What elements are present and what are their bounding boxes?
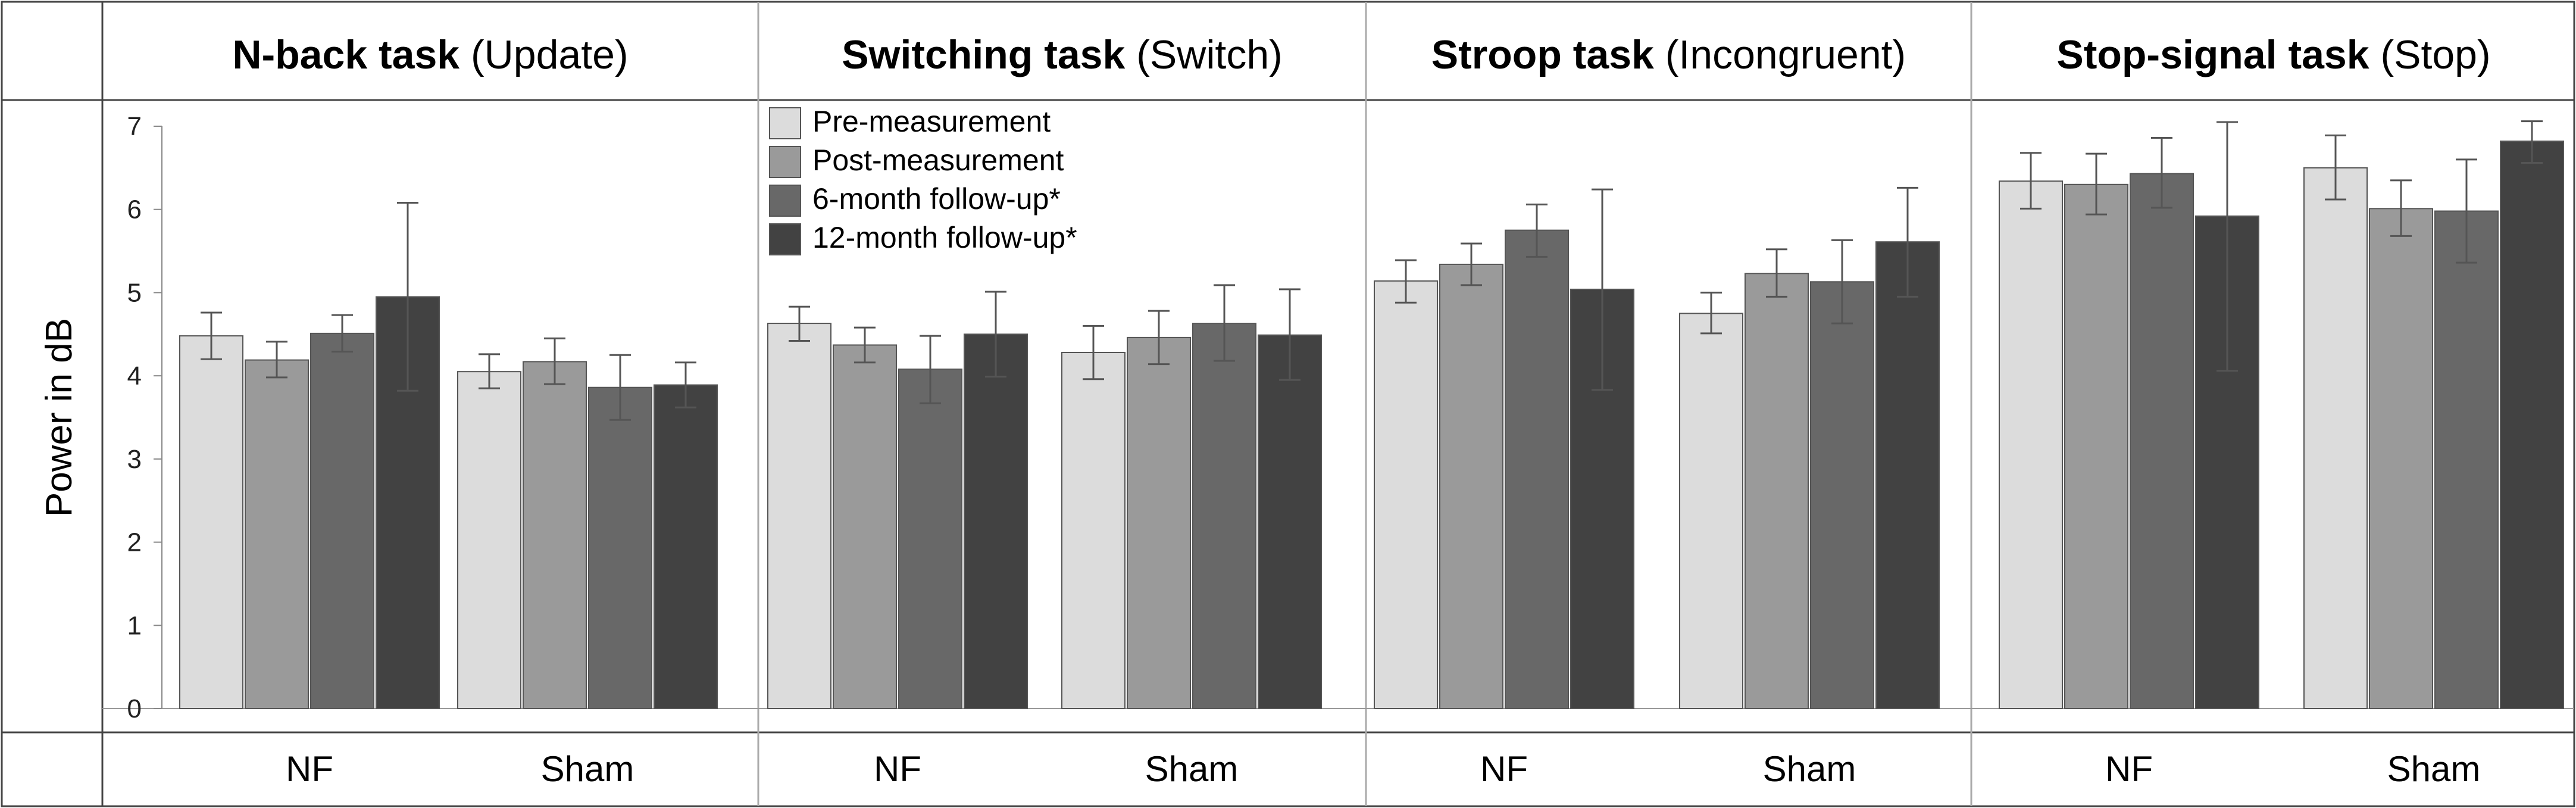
legend-swatch <box>769 223 801 255</box>
panel-title: Switching task (Switch) <box>842 32 1283 77</box>
group-label-nf: NF <box>1480 749 1528 789</box>
bars <box>179 120 2564 710</box>
bar-nf-series-2 <box>833 344 897 709</box>
group-label-nf: NF <box>2105 749 2153 789</box>
bar-sham-series-2 <box>2369 208 2433 709</box>
bar-sham-series-3 <box>588 386 652 709</box>
bar-sham-series-4 <box>2500 141 2564 710</box>
y-tick-label: 2 <box>127 528 142 557</box>
bar-sham-series-2 <box>1745 273 1809 709</box>
bar-nf-series-1 <box>1999 180 2063 709</box>
legend-label: 12-month follow-up* <box>812 221 1077 254</box>
group-labels: NF Sham NF Sham NF Sham NF Sham <box>286 749 2480 789</box>
legend-swatch <box>769 185 801 217</box>
y-tick-label: 3 <box>127 445 142 474</box>
bar-nf-series-3 <box>310 332 374 709</box>
bar-sham-series-4 <box>1875 241 1940 709</box>
bar-nf-series-2 <box>2064 183 2128 709</box>
panel-title-condition: (Update) <box>459 32 628 77</box>
bar-nf-series-1 <box>179 335 243 709</box>
bar-sham-series-1 <box>2303 167 2368 710</box>
y-tick-label: 5 <box>127 278 142 307</box>
bar-nf-series-1 <box>767 323 831 709</box>
bar-nf-series-4 <box>964 333 1028 709</box>
bar-sham-series-1 <box>1061 352 1126 709</box>
panel-title-task: Stroop task <box>1431 32 1654 77</box>
legend-swatch <box>769 107 801 139</box>
panel-title: Stroop task (Incongruent) <box>1431 32 1906 77</box>
panel-title-task: Switching task <box>842 32 1125 77</box>
group-label-nf: NF <box>874 749 921 789</box>
bar-sham-series-2 <box>1127 336 1191 709</box>
legend-label: 6-month follow-up* <box>812 182 1061 216</box>
bar-sham-series-3 <box>1810 281 1874 710</box>
bar-sham-series-1 <box>1679 313 1743 709</box>
y-tick-label: 4 <box>127 361 142 391</box>
legend: Pre-measurement Post-measurement 6-month f… <box>769 105 1077 255</box>
group-label-nf: NF <box>286 749 333 789</box>
bar-sham-series-4 <box>1258 334 1322 709</box>
y-tick-label: 0 <box>127 694 142 723</box>
y-tick-label: 7 <box>127 112 142 141</box>
bar-nf-series-1 <box>1374 280 1438 709</box>
bar-sham-series-3 <box>1192 323 1256 709</box>
bar-sham-series-2 <box>523 361 587 709</box>
bar-sham-series-1 <box>457 371 521 709</box>
group-label-sham: Sham <box>2387 749 2481 789</box>
panel-title: Stop-signal task (Stop) <box>2056 32 2490 77</box>
bar-nf-series-3 <box>2130 173 2194 709</box>
bar-nf-series-3 <box>898 368 962 709</box>
bar-nf-series-2 <box>1439 263 1503 709</box>
group-label-sham: Sham <box>541 749 634 789</box>
bar-nf-series-2 <box>245 359 309 709</box>
panel-title-condition: (Switch) <box>1125 32 1282 77</box>
bar-sham-series-3 <box>2434 210 2499 710</box>
y-tick-label: 1 <box>127 611 142 640</box>
bar-sham-series-4 <box>654 384 718 709</box>
panel-titles: N-back task (Update) Switching task (Swit… <box>232 32 2490 77</box>
y-axis: 0 1 2 3 4 5 6 7 Power in dB <box>39 112 162 723</box>
panel-title-condition: (Stop) <box>2369 32 2491 77</box>
panel-title-task: N-back task <box>232 32 459 77</box>
panel-title-condition: (Incongruent) <box>1654 32 1906 77</box>
panel-title: N-back task (Update) <box>232 32 628 77</box>
legend-swatch <box>769 146 801 178</box>
y-axis-label: Power in dB <box>39 318 80 517</box>
group-label-sham: Sham <box>1145 749 1239 789</box>
bar-nf-series-3 <box>1505 229 1569 709</box>
group-label-sham: Sham <box>1763 749 1856 789</box>
y-tick-label: 6 <box>127 195 142 224</box>
legend-label: Post-measurement <box>812 143 1064 177</box>
legend-label: Pre-measurement <box>812 105 1051 138</box>
panel-title-task: Stop-signal task <box>2056 32 2369 77</box>
